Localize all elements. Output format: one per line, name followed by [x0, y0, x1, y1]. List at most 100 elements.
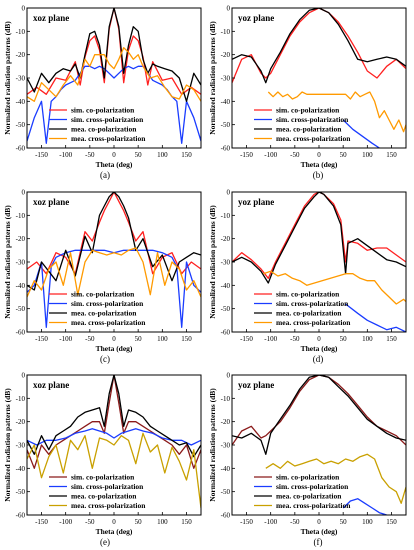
series-group: [27, 192, 201, 328]
legend-entry: mea. cross-polarization: [71, 318, 146, 327]
chart-panel-d: 0 -10 -20 -30 -40 -50 -60 -150 -100 -50 0 50 100 150 T…: [208, 189, 407, 364]
y-tick-label: -10: [16, 395, 26, 403]
y-tick-label: -10: [221, 28, 231, 36]
y-tick-label: -20: [16, 235, 26, 243]
x-tick-label: -150: [240, 151, 253, 159]
y-tick-label: -60: [221, 329, 231, 337]
chart-title: yoz plane: [238, 13, 274, 23]
x-axis-label: Theta (deg): [96, 527, 133, 536]
y-tick-label: -40: [16, 465, 26, 473]
x-tick-label: 150: [386, 518, 397, 526]
legend-entry: sim. co-polarization: [71, 106, 135, 115]
x-tick-label: 0: [112, 518, 116, 526]
legend-entry: sim. cross-polarization: [71, 482, 144, 491]
y-tick-label: -40: [221, 282, 231, 290]
legend-entry: mea. co-polarization: [71, 125, 137, 134]
x-tick-label: 50: [340, 151, 348, 159]
series-line-4: [27, 432, 201, 509]
series-line-2: [27, 428, 201, 446]
y-axis-label: Normalized radiation patterns (dB): [208, 388, 217, 502]
x-tick-label: 150: [181, 335, 192, 343]
x-tick-label: -100: [264, 151, 277, 159]
y-tick-label: -60: [16, 329, 26, 337]
y-tick-label: -10: [221, 212, 231, 220]
series-line-2: [342, 498, 387, 515]
series-line-3: [232, 375, 406, 455]
chart-title: xoz plane: [33, 13, 69, 23]
chart-panel-e: 0 -10 -20 -30 -40 -50 -60 -150 -100 -50 0 50 100 150 T…: [3, 372, 202, 547]
legend-entry: sim. cross-polarization: [71, 299, 144, 308]
series-group: [27, 375, 201, 509]
series-line-3: [27, 375, 201, 458]
x-tick-label: 0: [317, 518, 321, 526]
y-tick-label: -10: [221, 395, 231, 403]
y-tick-label: -60: [221, 512, 231, 520]
y-tick-label: -50: [221, 121, 231, 129]
x-tick-label: 100: [362, 151, 373, 159]
chart-panel-f: 0 -10 -20 -30 -40 -50 -60 -150 -100 -50 0 50 100 150 T…: [208, 372, 407, 547]
x-tick-label: 100: [362, 518, 373, 526]
panel-caption: (b): [313, 170, 324, 180]
legend-entry: sim. co-polarization: [276, 473, 340, 482]
y-axis-label: Normalized radiation patterns (dB): [3, 388, 12, 502]
series-line-1: [27, 8, 201, 95]
legend-entry: sim. co-polarization: [71, 290, 135, 299]
x-tick-label: -150: [35, 151, 48, 159]
x-tick-label: 150: [181, 518, 192, 526]
x-tick-label: -100: [264, 518, 277, 526]
x-tick-label: 100: [157, 151, 168, 159]
y-tick-label: -30: [221, 259, 231, 267]
series-line-4: [27, 47, 201, 102]
y-tick-label: -50: [16, 488, 26, 496]
chart-panel-a: 0 -10 -20 -30 -40 -50 -60 -150 -100 -50 0 50 100 150 T…: [3, 5, 202, 180]
series-line-4: [263, 270, 406, 305]
y-tick-label: 0: [227, 372, 231, 380]
y-tick-label: -50: [221, 305, 231, 313]
x-tick-label: 50: [340, 335, 348, 343]
series-line-1: [27, 375, 201, 469]
x-tick-label: -100: [59, 151, 72, 159]
x-tick-label: 0: [317, 335, 321, 343]
y-axis-label: Normalized radiation patterns (dB): [208, 205, 217, 319]
y-tick-label: -20: [221, 418, 231, 426]
x-tick-label: -100: [59, 335, 72, 343]
y-tick-label: -30: [16, 75, 26, 83]
legend-entry: mea. co-polarization: [71, 309, 137, 318]
y-tick-label: -30: [16, 442, 26, 450]
legend-entry: sim. co-polarization: [276, 290, 340, 299]
legend-entry: sim. co-polarization: [71, 473, 135, 482]
y-tick-label: 0: [227, 189, 231, 197]
y-tick-label: -50: [16, 121, 26, 129]
x-tick-label: 50: [135, 151, 143, 159]
series-line-3: [27, 192, 201, 291]
x-tick-label: 150: [386, 335, 397, 343]
chart-title: yoz plane: [238, 380, 274, 390]
series-group: [232, 375, 406, 515]
y-tick-label: 0: [227, 5, 231, 13]
x-tick-label: 50: [135, 518, 143, 526]
y-tick-label: -10: [16, 212, 26, 220]
series-line-2: [345, 303, 406, 332]
series-line-4: [265, 453, 406, 504]
x-tick-label: 100: [157, 518, 168, 526]
series-group: [27, 8, 201, 144]
x-tick-label: -50: [290, 151, 300, 159]
x-tick-label: 0: [317, 151, 321, 159]
x-axis-label: Theta (deg): [301, 527, 338, 536]
x-tick-label: -50: [290, 518, 300, 526]
y-axis-label: Normalized radiation patterns (dB): [3, 21, 12, 135]
x-tick-label: 150: [386, 151, 397, 159]
y-tick-label: 0: [22, 372, 26, 380]
legend-entry: mea. co-polarization: [71, 492, 137, 501]
panel-caption: (a): [100, 170, 110, 180]
panel-caption: (f): [314, 537, 323, 547]
legend-entry: mea. cross-polarization: [71, 501, 146, 510]
y-tick-label: -20: [221, 235, 231, 243]
legend-entry: mea. cross-polarization: [276, 134, 351, 143]
x-tick-label: -150: [240, 518, 253, 526]
x-tick-label: -100: [264, 335, 277, 343]
legend-entry: mea. cross-polarization: [71, 134, 146, 143]
y-tick-label: -60: [16, 512, 26, 520]
x-tick-label: -150: [35, 335, 48, 343]
